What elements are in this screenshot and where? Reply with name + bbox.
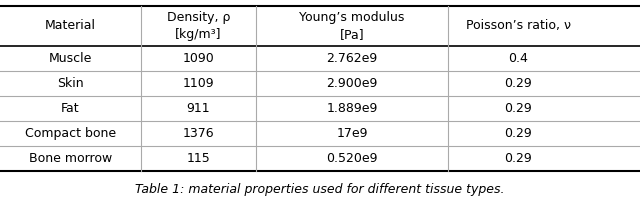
Text: Material: Material — [45, 19, 96, 32]
Text: Bone morrow: Bone morrow — [29, 152, 112, 165]
Text: Skin: Skin — [57, 77, 84, 90]
Text: 0.29: 0.29 — [504, 152, 532, 165]
Text: Density, ρ
[kg/m³]: Density, ρ [kg/m³] — [166, 11, 230, 41]
Text: Fat: Fat — [61, 102, 80, 115]
Text: 0.29: 0.29 — [504, 102, 532, 115]
Text: 2.900e9: 2.900e9 — [326, 77, 378, 90]
Text: 911: 911 — [187, 102, 210, 115]
Text: 0.29: 0.29 — [504, 77, 532, 90]
Text: Poisson’s ratio, ν: Poisson’s ratio, ν — [466, 19, 571, 32]
Text: 1090: 1090 — [182, 52, 214, 65]
Text: 0.520e9: 0.520e9 — [326, 152, 378, 165]
Text: 1.889e9: 1.889e9 — [326, 102, 378, 115]
Text: 0.4: 0.4 — [508, 52, 529, 65]
Text: 2.762e9: 2.762e9 — [326, 52, 378, 65]
Text: 0.29: 0.29 — [504, 127, 532, 140]
Text: 115: 115 — [186, 152, 211, 165]
Text: 1376: 1376 — [182, 127, 214, 140]
Text: 17e9: 17e9 — [336, 127, 368, 140]
Text: Table 1: material properties used for different tissue types.: Table 1: material properties used for di… — [135, 183, 505, 196]
Text: 1109: 1109 — [182, 77, 214, 90]
Text: Young’s modulus
[Pa]: Young’s modulus [Pa] — [300, 11, 404, 41]
Text: Muscle: Muscle — [49, 52, 92, 65]
Text: Compact bone: Compact bone — [25, 127, 116, 140]
